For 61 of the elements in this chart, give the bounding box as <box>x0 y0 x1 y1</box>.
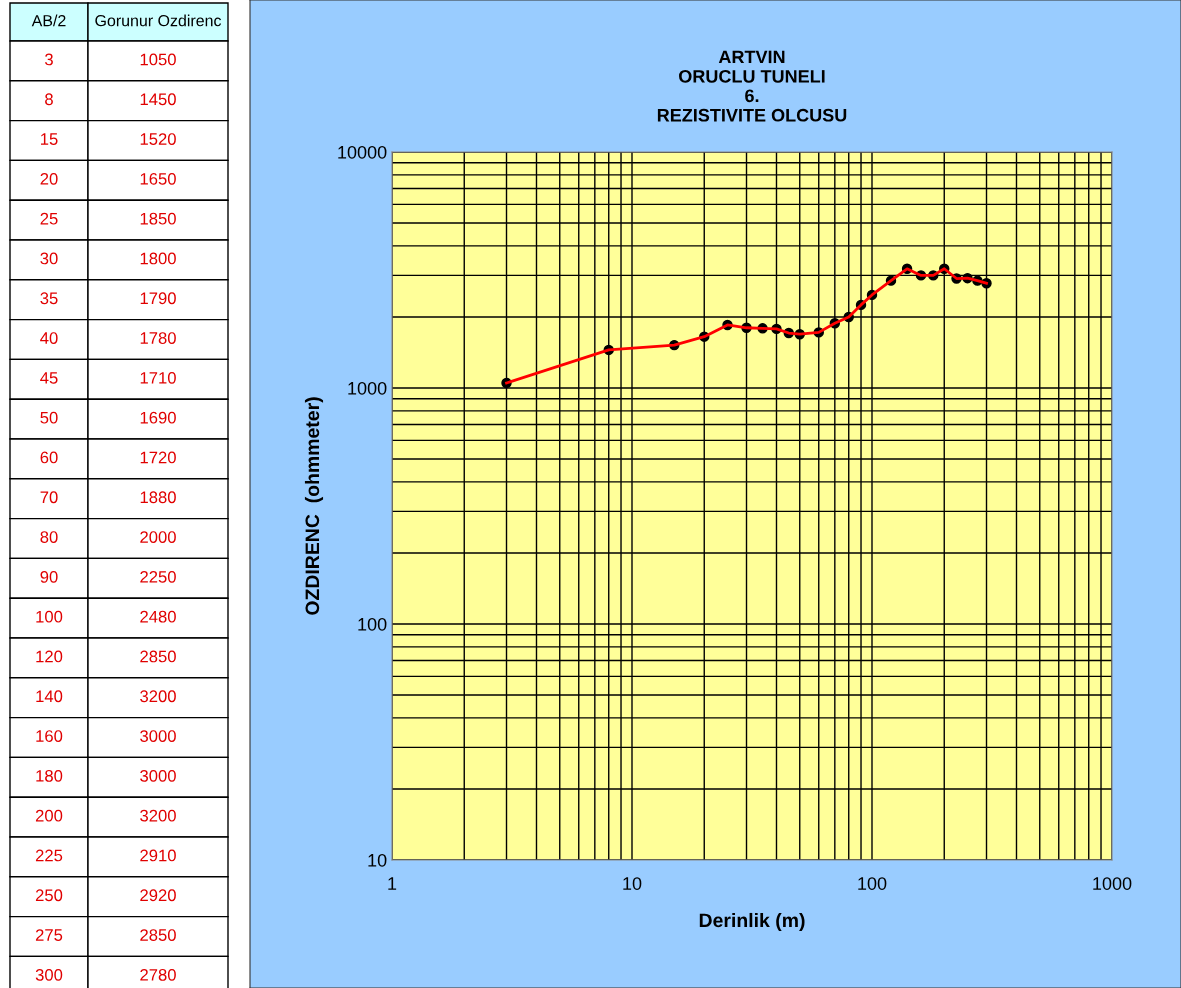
text: 3000 <box>140 769 176 782</box>
text: 250 <box>35 889 63 902</box>
text: 50 <box>40 411 58 424</box>
text: 90 <box>40 570 58 583</box>
text: 30 <box>40 252 58 265</box>
x-tick-label: 1000 <box>1093 877 1132 890</box>
x-tick-label: 100 <box>858 877 887 890</box>
text: 15 <box>41 133 58 145</box>
text: 2480 <box>140 610 176 623</box>
text: 1450 <box>140 93 176 106</box>
text: 200 <box>35 809 63 822</box>
y-tick-label: 100 <box>358 617 387 631</box>
x-tick-label: 1 <box>388 877 397 890</box>
text: 2920 <box>140 889 176 902</box>
text: 2850 <box>140 650 176 663</box>
text: 2850 <box>140 929 176 941</box>
text: 1720 <box>140 451 176 464</box>
text: 1690 <box>140 411 176 424</box>
text: 1520 <box>140 133 176 145</box>
text: 2000 <box>140 531 176 543</box>
text: 275 <box>35 929 63 941</box>
x-axis-title: Derinlik (m) <box>699 912 805 932</box>
text: 1650 <box>140 172 176 185</box>
y-tick-label: 10 <box>368 853 387 867</box>
x-tick-label: 10 <box>623 877 642 890</box>
text: Gorunur Ozdirenc <box>95 14 222 27</box>
y-axis-title: OZDIRENC (ohmmeter) <box>304 397 324 615</box>
text: 1800 <box>140 252 176 265</box>
text: 1050 <box>140 53 176 66</box>
text: 70 <box>40 491 58 504</box>
text: 20 <box>40 172 58 185</box>
y-tick-label: 10000 <box>338 145 387 159</box>
text: 45 <box>40 372 58 384</box>
text: 180 <box>36 769 63 782</box>
text: 120 <box>36 650 63 663</box>
text: 140 <box>36 690 63 703</box>
text: 40 <box>40 332 58 344</box>
chart-title: ARTVIN ORUCLU TUNELI 6. REZISTIVITE OLCUSU <box>657 50 847 122</box>
text: AB/2 <box>31 14 66 27</box>
text: 1780 <box>140 332 176 344</box>
text: 2250 <box>140 570 176 583</box>
text: 1710 <box>140 371 176 384</box>
text: 3 <box>45 53 53 66</box>
text: 35 <box>40 292 58 305</box>
text: 3200 <box>140 690 176 703</box>
text: 100 <box>36 610 63 623</box>
text: 3000 <box>140 730 176 742</box>
text: 8 <box>45 93 53 106</box>
text: 2910 <box>140 849 176 862</box>
text: 25 <box>40 212 58 225</box>
y-tick-label: 1000 <box>348 381 387 395</box>
text: 1850 <box>140 212 176 225</box>
text: 300 <box>35 968 63 981</box>
text: 225 <box>35 849 63 862</box>
text: 60 <box>40 451 58 464</box>
text: 80 <box>40 531 58 543</box>
text: 1880 <box>140 491 176 504</box>
text: 3200 <box>140 809 176 822</box>
text: 160 <box>36 730 63 742</box>
text: 1790 <box>140 292 176 305</box>
text: 2780 <box>140 968 176 981</box>
